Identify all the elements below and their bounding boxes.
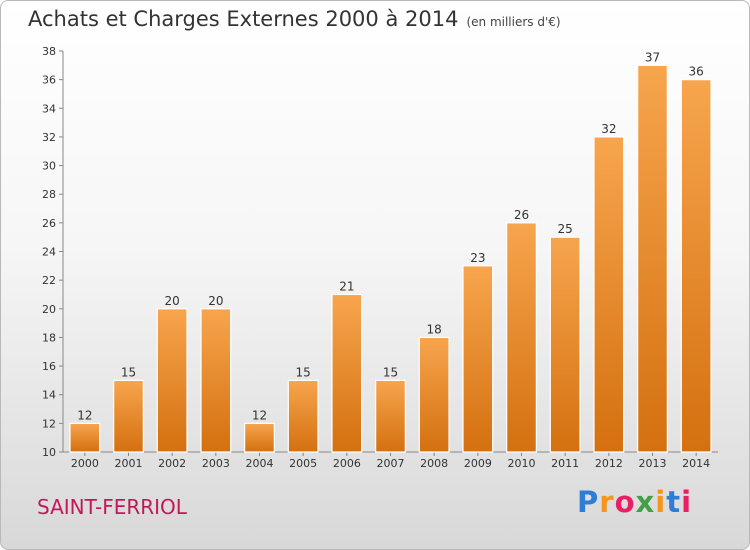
- bar-value-label: 37: [645, 50, 660, 64]
- x-tick-label: 2010: [508, 457, 536, 470]
- x-tick-label: 2007: [377, 457, 405, 470]
- bar-2007: [375, 379, 406, 453]
- chart-title: Achats et Charges Externes 2000 à 2014 (e…: [28, 7, 561, 31]
- bar-value-label: 25: [558, 222, 573, 236]
- town-name: SAINT-FERRIOL: [37, 495, 187, 519]
- bar-2012: [593, 136, 625, 453]
- bar-value-label: 12: [77, 408, 92, 422]
- y-tick-label: 24: [42, 246, 56, 259]
- bar-value-label: 23: [470, 251, 485, 265]
- y-tick-label: 10: [42, 446, 56, 459]
- x-tick-label: 2004: [246, 457, 274, 470]
- bar-value-label: 15: [296, 365, 311, 379]
- bar-2001: [113, 379, 144, 453]
- x-tick-label: 2001: [115, 457, 143, 470]
- x-tick-label: 2014: [682, 457, 710, 470]
- proxiti-logo: Proxiti: [577, 485, 693, 519]
- bar-value-label: 15: [121, 365, 136, 379]
- y-tick-label: 12: [42, 417, 56, 430]
- bar-value-label: 15: [383, 365, 398, 379]
- y-tick-label: 32: [42, 131, 56, 144]
- y-tick-label: 14: [42, 389, 56, 402]
- bar-value-label: 18: [427, 322, 442, 336]
- bar-value-label: 12: [252, 408, 267, 422]
- bar-value-label: 26: [514, 208, 529, 222]
- x-tick-label: 2000: [71, 457, 99, 470]
- bar-2005: [287, 379, 319, 453]
- y-tick-label: 26: [42, 217, 56, 230]
- bar-value-label: 21: [339, 279, 354, 293]
- x-tick-label: 2006: [333, 457, 361, 470]
- x-tick-label: 2002: [158, 457, 186, 470]
- chart-subtitle: (en milliers d'€): [466, 15, 561, 29]
- bar-2008: [418, 336, 450, 453]
- bar-2009: [462, 265, 494, 453]
- chart-bars: 12 15 20 20 12 15 21 15 18 23 26 25 32 37 36: [69, 50, 712, 453]
- x-tick-label: 2009: [464, 457, 492, 470]
- x-tick-label: 2013: [639, 457, 667, 470]
- y-tick-label: 22: [42, 274, 56, 287]
- x-tick-label: 2008: [420, 457, 448, 470]
- bar-2010: [506, 222, 537, 453]
- y-tick-label: 30: [42, 160, 56, 173]
- chart-axes: 10 12 14 16 18 20 22 24 26 28 30 32 34 36 38 2000 2001 20…: [42, 45, 718, 470]
- x-tick-label: 2003: [202, 457, 230, 470]
- x-tick-label: 2011: [551, 457, 579, 470]
- x-tick-label: 2012: [595, 457, 623, 470]
- chart-title-text: Achats et Charges Externes 2000 à 2014: [28, 7, 459, 31]
- bar-2003: [200, 308, 232, 453]
- bar-value-label: 20: [165, 294, 180, 308]
- y-tick-label: 34: [42, 102, 56, 115]
- y-tick-label: 28: [42, 188, 56, 201]
- x-tick-label: 2005: [289, 457, 317, 470]
- bar-value-label: 36: [689, 65, 704, 79]
- y-tick-label: 20: [42, 303, 56, 316]
- bar-2006: [331, 293, 363, 453]
- y-tick-label: 38: [42, 45, 56, 58]
- y-tick-label: 36: [42, 74, 56, 87]
- bar-2000: [69, 422, 101, 453]
- bar-2004: [244, 422, 275, 453]
- y-tick-label: 16: [42, 360, 56, 373]
- bar-2013: [637, 64, 668, 453]
- y-tick-label: 18: [42, 331, 56, 344]
- bar-2014: [680, 79, 712, 453]
- bar-2011: [549, 236, 581, 453]
- bar-value-label: 20: [208, 294, 223, 308]
- bar-value-label: 32: [601, 122, 616, 136]
- bar-2002: [156, 308, 188, 453]
